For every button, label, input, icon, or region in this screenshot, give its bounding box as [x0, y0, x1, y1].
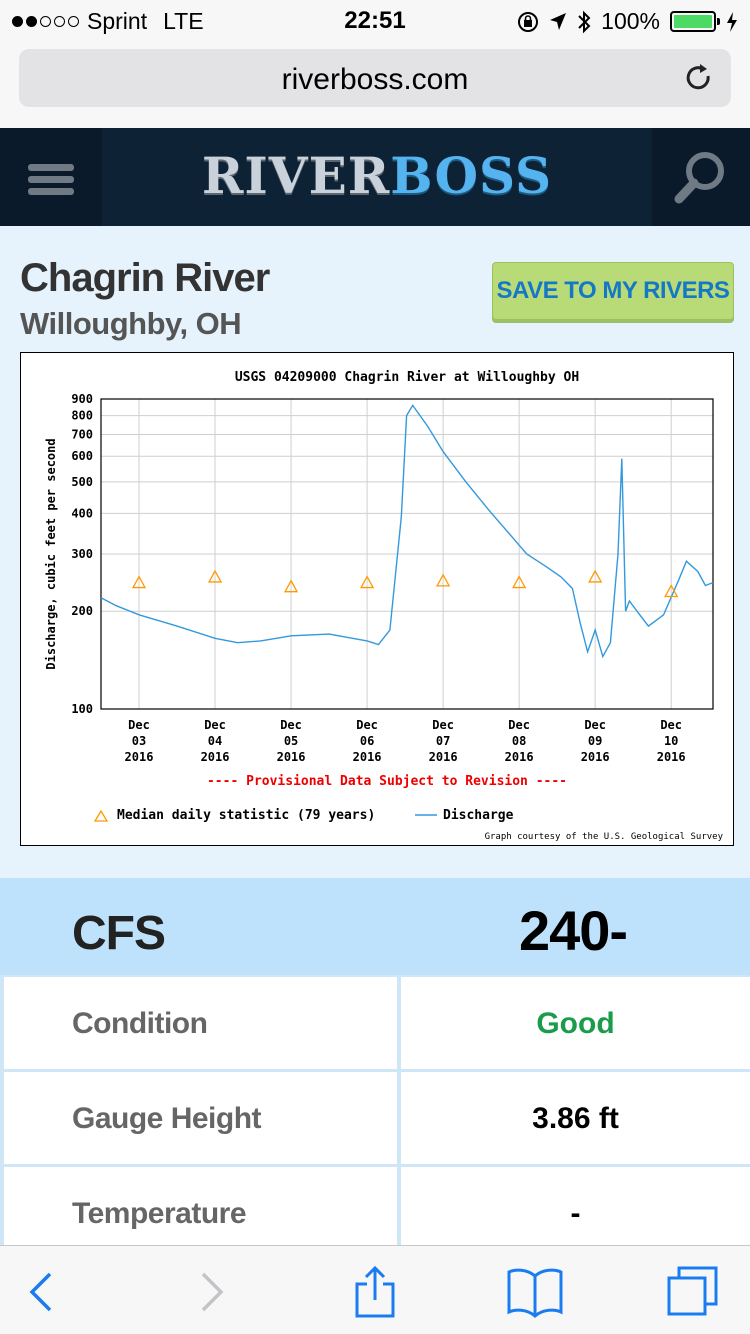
y-tick-label: 300	[71, 547, 93, 561]
median-point-marker	[131, 575, 147, 589]
stat-label: Gauge Height	[72, 1102, 262, 1135]
reload-icon[interactable]	[683, 62, 715, 94]
cfs-label: CFS	[72, 907, 166, 960]
median-point-marker	[436, 573, 451, 587]
menu-button[interactable]	[0, 128, 102, 226]
location-arrow-icon	[550, 12, 567, 30]
x-tick-label: Dec	[584, 718, 606, 732]
discharge-series-line	[100, 404, 714, 659]
chart-title: USGS 04209000 Chagrin River at Willoughb…	[235, 370, 579, 385]
stat-value: -	[570, 1197, 581, 1230]
river-location: Willoughby, OH	[20, 306, 242, 341]
median-point-marker	[664, 584, 679, 598]
x-tick-label: 07	[436, 734, 450, 748]
status-bar: Sprint LTE 22:51 100%	[0, 0, 750, 40]
legend-discharge-label: Discharge	[443, 808, 514, 823]
chevron-left-icon[interactable]	[16, 1266, 76, 1318]
network-type: LTE	[163, 8, 204, 34]
y-tick-label: 800	[71, 409, 93, 423]
site-logo[interactable]: RIVERBOSS	[102, 146, 652, 205]
y-tick-label: 500	[71, 475, 93, 489]
x-tick-label: Dec	[508, 718, 530, 732]
x-tick-label: 05	[284, 734, 298, 748]
x-tick-label: 2016	[505, 750, 534, 764]
x-tick-label: Dec	[432, 718, 454, 732]
chevron-right-icon[interactable]	[181, 1266, 241, 1318]
x-tick-label: 2016	[125, 750, 154, 764]
browser-address-area: riverboss.com	[0, 40, 750, 128]
provisional-annotation: ---- Provisional Data Subject to Revisio…	[207, 774, 567, 789]
x-tick-label: 06	[360, 734, 374, 748]
river-content: Chagrin River Willoughby, OH SAVE TO MY …	[0, 226, 750, 878]
battery-icon	[670, 11, 720, 32]
search-button[interactable]	[652, 128, 750, 226]
stat-label: Condition	[72, 1007, 208, 1040]
x-tick-label: 2016	[353, 750, 382, 764]
book-icon[interactable]	[505, 1266, 565, 1318]
stat-row-condition: Condition Good	[4, 977, 750, 1069]
x-tick-label: Dec	[128, 718, 150, 732]
bluetooth-icon	[578, 10, 591, 33]
y-axis-label: Discharge, cubic feet per second	[44, 438, 58, 669]
x-tick-label: 2016	[277, 750, 306, 764]
x-tick-label: Dec	[660, 718, 682, 732]
stat-value: 3.86 ft	[532, 1102, 619, 1135]
stat-row-gauge-height: Gauge Height 3.86 ft	[4, 1072, 750, 1164]
logo-text-river: RIVER	[201, 146, 391, 205]
chart-credit: Graph courtesy of the U.S. Geological Su…	[485, 832, 724, 842]
status-left: Sprint LTE	[12, 8, 204, 35]
x-tick-label: Dec	[356, 718, 378, 732]
y-tick-label: 100	[71, 702, 93, 716]
cfs-value: 240-	[518, 899, 628, 962]
median-point-marker	[207, 569, 223, 583]
charging-bolt-icon	[727, 11, 737, 32]
url-text[interactable]: riverboss.com	[281, 63, 469, 96]
median-point-marker	[512, 575, 527, 589]
y-tick-label: 700	[71, 427, 93, 441]
median-point-marker	[588, 569, 603, 583]
battery-percent: 100%	[601, 8, 660, 34]
logo-text-boss: BOSS	[390, 146, 553, 205]
tabs-icon[interactable]	[664, 1266, 724, 1318]
column-divider	[397, 976, 401, 1246]
legend-median-label: Median daily statistic (79 years)	[117, 808, 375, 823]
x-tick-label: 2016	[429, 750, 458, 764]
stat-row-temperature: Temperature -	[4, 1167, 750, 1247]
signal-strength-icon	[12, 16, 79, 27]
x-tick-label: 2016	[201, 750, 230, 764]
x-tick-label: 08	[512, 734, 526, 748]
stat-label: Temperature	[72, 1197, 247, 1230]
share-icon[interactable]	[345, 1266, 405, 1318]
y-tick-label: 400	[71, 506, 93, 520]
site-header: RIVERBOSS	[0, 128, 750, 226]
x-tick-label: 04	[208, 734, 222, 748]
x-tick-label: 2016	[581, 750, 610, 764]
x-tick-label: Dec	[204, 718, 226, 732]
median-point-marker	[283, 579, 299, 593]
x-tick-label: 03	[132, 734, 146, 748]
status-time: 22:51	[344, 7, 406, 34]
x-tick-label: Dec	[280, 718, 302, 732]
legend-median-marker	[93, 809, 109, 822]
cfs-row: CFS 240-	[0, 878, 750, 975]
status-right: 100%	[517, 8, 738, 35]
page-title: Chagrin River	[20, 256, 270, 300]
discharge-chart: USGS 04209000 Chagrin River at Willoughb…	[20, 352, 734, 846]
x-tick-label: 09	[588, 734, 602, 748]
orientation-lock-icon	[518, 11, 539, 32]
plot-frame	[100, 398, 714, 710]
address-bar[interactable]: riverboss.com	[19, 49, 731, 107]
browser-toolbar	[0, 1245, 750, 1334]
stat-value: Good	[536, 1007, 615, 1040]
search-icon	[674, 152, 724, 204]
median-point-marker	[359, 575, 375, 589]
chart-svg: USGS 04209000 Chagrin River at Willoughb…	[44, 370, 724, 842]
y-tick-label: 200	[71, 604, 93, 618]
carrier-name: Sprint	[87, 8, 148, 34]
y-tick-label: 900	[71, 392, 93, 406]
x-tick-label: 2016	[657, 750, 686, 764]
save-to-my-rivers-button[interactable]: SAVE TO MY RIVERS	[492, 262, 734, 320]
y-tick-label: 600	[71, 449, 93, 463]
x-tick-label: 10	[664, 734, 678, 748]
